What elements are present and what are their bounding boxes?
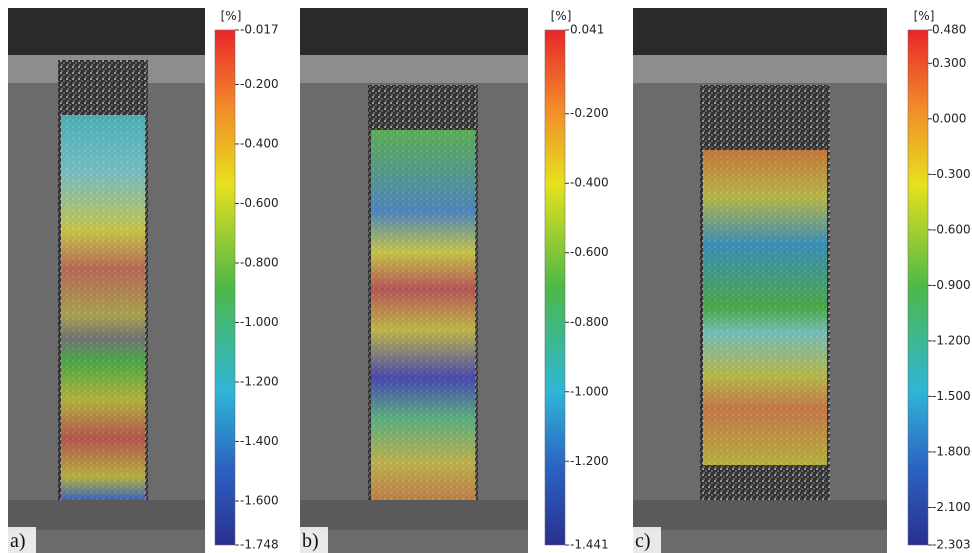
colorbar-tick-label: -0.017 — [240, 23, 279, 37]
platen-bottom — [300, 500, 528, 530]
colorbar-tick-label: 0.041 — [570, 23, 604, 37]
colorbar-tick-label: -1.441 — [570, 538, 609, 552]
colorbar-tick-label: -0.400 — [240, 136, 279, 150]
platen — [300, 55, 528, 83]
colorbar-tick-label: -1.200 — [932, 333, 971, 347]
colorbar-tick-label: -0.600 — [570, 245, 609, 259]
colorbar-tick-label: -1.500 — [932, 389, 971, 403]
colorbar-tick-label: -1.000 — [570, 384, 609, 398]
colorbar-tick-label: -0.900 — [932, 278, 971, 292]
platen-bottom — [8, 500, 205, 530]
colorbar-tick-label: -1.800 — [932, 444, 971, 458]
colorbar-tick-label: -1.200 — [240, 374, 279, 388]
strain-overlay — [703, 150, 827, 465]
colorbar-tick-label: -0.300 — [932, 167, 971, 181]
colorbar-tick-label: -2.303 — [932, 538, 971, 552]
panel: c) [%]0.480 0.300 0.000 -0.300 -0.600 -0.900 -1… — [633, 8, 971, 553]
panel-label: b) — [302, 530, 319, 552]
colorbar-tick-label: 0.300 — [932, 56, 966, 70]
colorbar-tick-label: -1.748 — [240, 538, 279, 552]
colorbar-unit: [%] — [914, 9, 935, 23]
colorbar-tick-label: -0.800 — [570, 315, 609, 329]
colorbar-tick-label: -0.400 — [570, 176, 609, 190]
colorbar-tick-label: -0.800 — [240, 255, 279, 269]
panel: b) [%]0.041 -0.200 -0.400 -0.600 -0.800 -1.000… — [300, 8, 609, 553]
colorbar — [908, 30, 928, 545]
colorbar-tick-label: -1.200 — [570, 454, 609, 468]
colorbar — [215, 30, 235, 545]
colorbar-tick-label: -0.600 — [240, 196, 279, 210]
colorbar-tick-label: -2.100 — [932, 500, 971, 514]
panel: a) [%]-0.017 -0.200 -0.400 -0.600 -0.800 -1.00… — [8, 8, 279, 553]
colorbar-tick-label: -0.200 — [570, 106, 609, 120]
strain-overlay — [371, 130, 475, 500]
colorbar-unit: [%] — [551, 9, 572, 23]
colorbar-tick-label: -1.400 — [240, 434, 279, 448]
machine-top — [300, 8, 528, 58]
colorbar-tick-label: 0.480 — [932, 23, 966, 37]
colorbar-tick-label: -1.600 — [240, 493, 279, 507]
platen — [633, 55, 887, 83]
strain-overlay — [61, 115, 145, 500]
colorbar-tick-label: 0.000 — [932, 111, 966, 125]
colorbar-tick-label: -0.200 — [240, 77, 279, 91]
panel-label: c) — [635, 530, 651, 552]
machine-top — [633, 8, 887, 58]
colorbar — [545, 30, 565, 545]
colorbar-unit: [%] — [221, 9, 242, 23]
figure: a)[%]-0.017-0.200-0.400-0.600-0.800-1.00… — [0, 0, 972, 553]
colorbar-tick-label: -0.600 — [932, 222, 971, 236]
machine-top — [8, 8, 205, 58]
platen-bottom — [633, 500, 887, 530]
colorbar-tick-label: -1.000 — [240, 315, 279, 329]
panel-label: a) — [10, 530, 26, 552]
